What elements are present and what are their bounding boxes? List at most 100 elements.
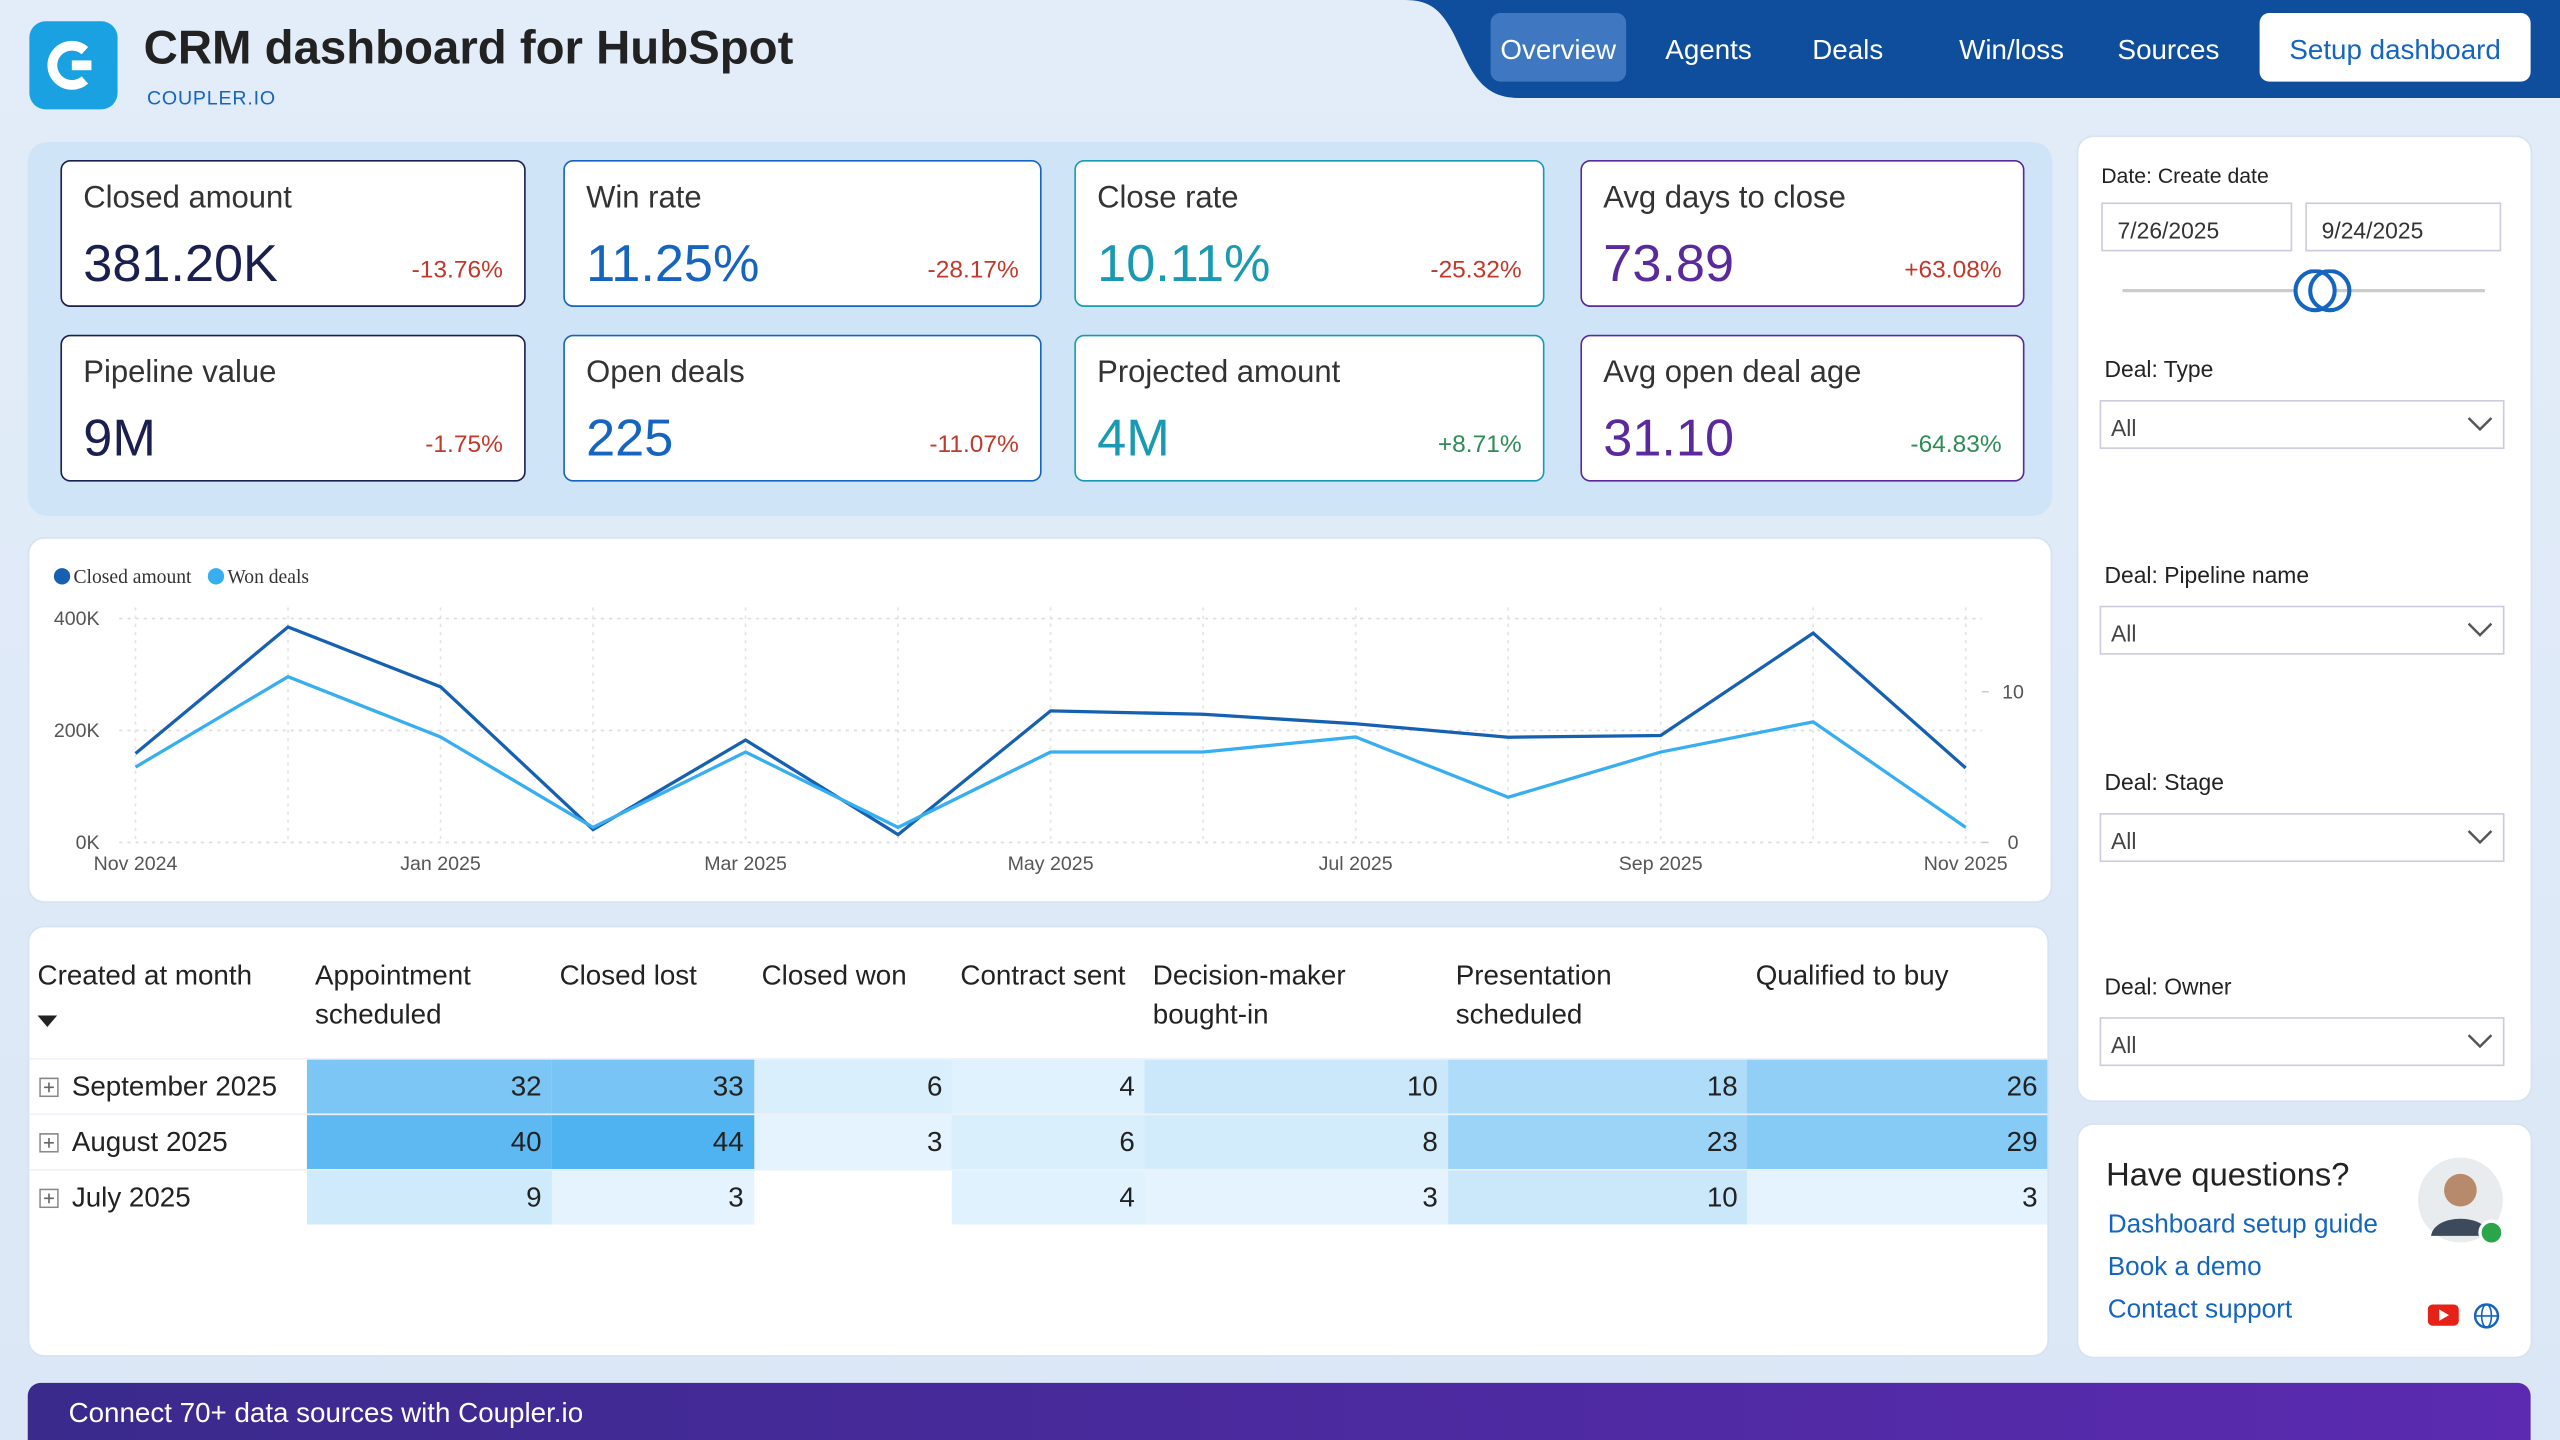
kpi-change: -64.83% [1910,431,2002,459]
nav-tab[interactable]: Agents [1649,13,1768,82]
expand-icon[interactable] [39,1076,59,1097]
table-panel: Created at month Appointment scheduled Clo… [27,925,2049,1357]
table-cell: 8 [1144,1113,1448,1170]
help-link[interactable]: Contact support [2107,1296,2293,1325]
table-cell: 4 [952,1168,1145,1225]
logo-icon [47,40,92,90]
table-cell: 10 [1144,1057,1448,1115]
line-chart: 0K 200K 400K 0 10 Nov 2024 Jan 2025 Mar 2025 May… [54,567,2024,875]
table-header-row: Created at month Appointment scheduled Clo… [29,940,2047,1058]
nav-tab-label: Win/loss [1959,34,2065,66]
x-tick-label: Nov 2025 [1924,853,2008,875]
filter-dropdown[interactable]: All [2099,605,2505,655]
brand: COUPLER.IO [146,86,276,110]
kpi-value: 9M [83,408,156,467]
chevron [2467,622,2493,637]
kpi-label: Win rate [586,181,702,216]
filter-label: Deal: Stage [2104,768,2224,796]
series-line [134,625,1967,837]
row-label-cell: September 2025 [29,1057,307,1115]
kpi-value: 381.20K [83,233,278,293]
title: CRM dashboard for HubSpot [143,22,794,76]
column-header: Presentation scheduled [1455,959,1612,1031]
x-tick-label: May 2025 [1008,853,1094,875]
y2-tick-label: 10 [2002,681,2024,703]
kpi-value: 31.10 [1603,408,1735,467]
legend-marker [207,568,225,585]
date-from[interactable]: 7/26/2025 [2101,202,2293,252]
kpi-change: -1.75% [425,431,503,459]
filter-value: All [2111,827,2137,854]
chevron [2467,417,2493,432]
nav-tab-label: Deals [1812,34,1884,66]
filter-label: Deal: Pipeline name [2104,561,2310,588]
kpi-label: Projected amount [1097,355,1341,391]
x-tick-label: Mar 2025 [704,853,787,875]
logo [29,21,118,110]
table-cell: 3 [1144,1168,1448,1225]
banner-text: Connect 70+ data sources with Coupler.io [68,1397,584,1429]
filter-value: All [2111,620,2137,647]
expand-icon[interactable] [39,1132,59,1152]
table-row: August 2025 40 44 3 6 8 23 29 [29,1113,2048,1170]
table-cell: 33 [551,1057,754,1115]
help-panel: Have questions? Dashboard setup guide Boo… [2076,1123,2533,1359]
table-cell: 9 [306,1168,552,1225]
kpi-card: Avg days to close 73.89 +63.08% [1580,160,2025,307]
table-cell: 26 [1747,1057,2048,1115]
setup-button[interactable]: Setup dashboard [2259,13,2531,82]
nav-tab[interactable]: Win/loss [1943,13,2081,82]
filter-dropdown[interactable]: All [2099,813,2505,863]
chevron [2467,1034,2493,1049]
kpi-change: -25.32% [1430,256,1522,285]
filter-label: Deal: Owner [2104,973,2232,1000]
help-link[interactable]: Dashboard setup guide [2107,1211,2378,1240]
social-icons[interactable] [2427,1301,2510,1330]
row-label: August 2025 [71,1125,228,1157]
nav-tab[interactable]: Overview [1490,13,1626,82]
table-cell: 3 [753,1113,953,1170]
filter-dropdown[interactable]: All [2099,399,2505,449]
column-header: Contract sent [960,959,1126,992]
kpi-value: 4M [1097,408,1170,467]
help-link[interactable]: Book a demo [2107,1253,2262,1282]
nav-tab-label: Overview [1500,34,1617,66]
kpi-label: Closed amount [83,181,292,216]
date-slider[interactable] [2122,269,2489,315]
kpi-label: Avg open deal age [1603,355,1862,391]
nav-tab[interactable]: Sources [2101,13,2235,82]
table-cell: 6 [952,1113,1145,1170]
kpi-change: -28.17% [927,256,1019,285]
x-tick-label: Nov 2024 [94,853,178,875]
filter-dropdown[interactable]: All [2099,1017,2505,1067]
kpi-card: Projected amount 4M +8.71% [1074,334,1545,482]
table-cell: 6 [753,1057,953,1115]
nav-tab[interactable]: Deals [1796,13,1900,82]
kpi-card: Avg open deal age 31.10 -64.83% [1580,334,2025,482]
expand-icon[interactable] [39,1187,59,1208]
column-header: Closed lost [559,959,697,992]
kpi-card: Open deals 225 -11.07% [563,334,1042,482]
nav-tab-label: Agents [1665,34,1752,66]
x-tick-label: Jul 2025 [1319,853,1393,875]
row-label-cell: August 2025 [29,1113,307,1170]
kpi-value: 225 [586,408,674,467]
date-to[interactable]: 9/24/2025 [2305,202,2502,252]
column-header: Appointment scheduled [315,959,471,1031]
kpi-label: Open deals [586,355,745,391]
table-cell: 40 [306,1113,552,1170]
table-row: September 2025 32 33 6 4 10 18 26 [29,1057,2048,1115]
row-label: September 2025 [71,1070,278,1102]
kpi-label: Close rate [1097,181,1239,216]
legend-label: Closed amount [73,567,192,588]
chevron [2467,830,2493,845]
table-cell: 3 [551,1168,754,1225]
filter-value: All [2111,1031,2137,1058]
y-tick-label: 200K [54,720,100,742]
banner[interactable]: Connect 70+ data sources with Coupler.io [27,1382,2531,1440]
nav-tab-label: Sources [2117,34,2220,66]
y-tick-label: 400K [54,608,100,630]
x-tick-label: Jan 2025 [400,853,481,875]
kpi-change: -13.76% [411,256,503,285]
